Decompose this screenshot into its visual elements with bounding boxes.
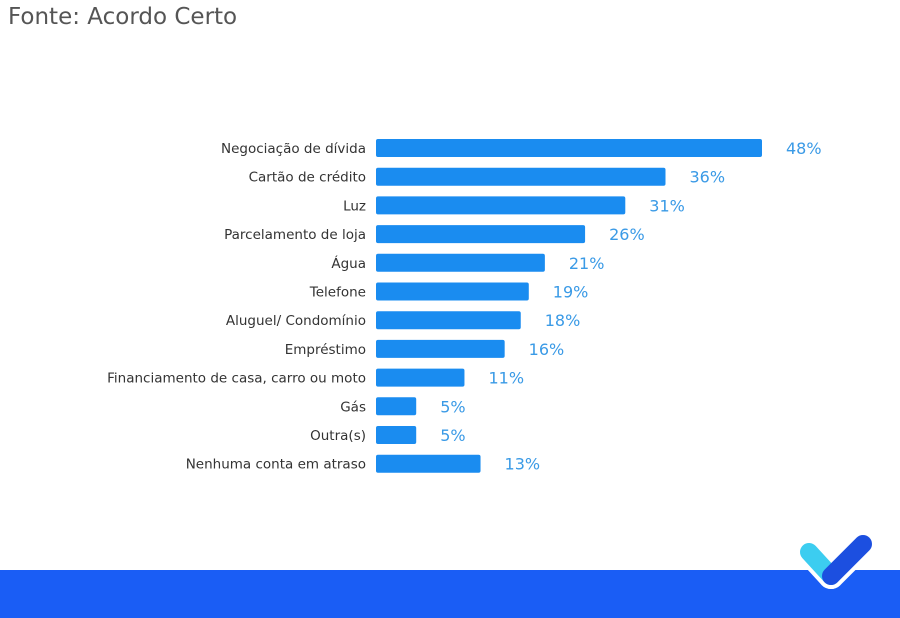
value-label: 18% bbox=[545, 311, 581, 330]
category-label: Gás bbox=[340, 399, 366, 415]
category-label: Outra(s) bbox=[310, 428, 366, 444]
value-label: 11% bbox=[488, 369, 524, 388]
value-label: 31% bbox=[649, 196, 685, 215]
checkmark-logo-icon bbox=[796, 531, 876, 589]
category-label: Nenhuma conta em atraso bbox=[186, 457, 366, 473]
bar bbox=[376, 196, 626, 215]
value-label: 21% bbox=[569, 254, 605, 273]
value-label: 19% bbox=[553, 283, 589, 302]
category-label: Luz bbox=[343, 198, 366, 214]
bar bbox=[376, 397, 417, 416]
bar bbox=[376, 454, 481, 473]
value-label: 36% bbox=[690, 168, 726, 187]
footer-band bbox=[0, 570, 900, 618]
bar bbox=[376, 282, 529, 301]
bar bbox=[376, 311, 521, 330]
category-label: Empréstimo bbox=[285, 342, 366, 358]
category-label: Negociação de dívida bbox=[221, 141, 366, 157]
bar bbox=[376, 225, 586, 244]
value-label: 26% bbox=[609, 225, 645, 244]
value-label: 48% bbox=[786, 139, 822, 158]
category-label: Água bbox=[331, 255, 366, 272]
bar bbox=[376, 339, 505, 358]
bar bbox=[376, 426, 417, 444]
value-label: 5% bbox=[440, 397, 465, 416]
category-label: Telefone bbox=[309, 285, 366, 301]
category-label: Parcelamento de loja bbox=[224, 227, 366, 243]
value-label: 5% bbox=[440, 426, 465, 445]
category-label: Financiamento de casa, carro ou moto bbox=[107, 371, 366, 387]
bar bbox=[376, 253, 545, 272]
category-label: Aluguel/ Condomínio bbox=[226, 313, 366, 329]
value-label: 13% bbox=[505, 455, 541, 474]
bar bbox=[376, 368, 465, 387]
category-label: Cartão de crédito bbox=[249, 170, 366, 186]
value-label: 16% bbox=[529, 340, 565, 359]
bar-chart: Negociação de dívida 48% Cartão de crédito… bbox=[107, 139, 822, 474]
source-caption: Fonte: Acordo Certo bbox=[8, 4, 238, 30]
bar bbox=[376, 139, 762, 157]
bar bbox=[376, 167, 666, 186]
